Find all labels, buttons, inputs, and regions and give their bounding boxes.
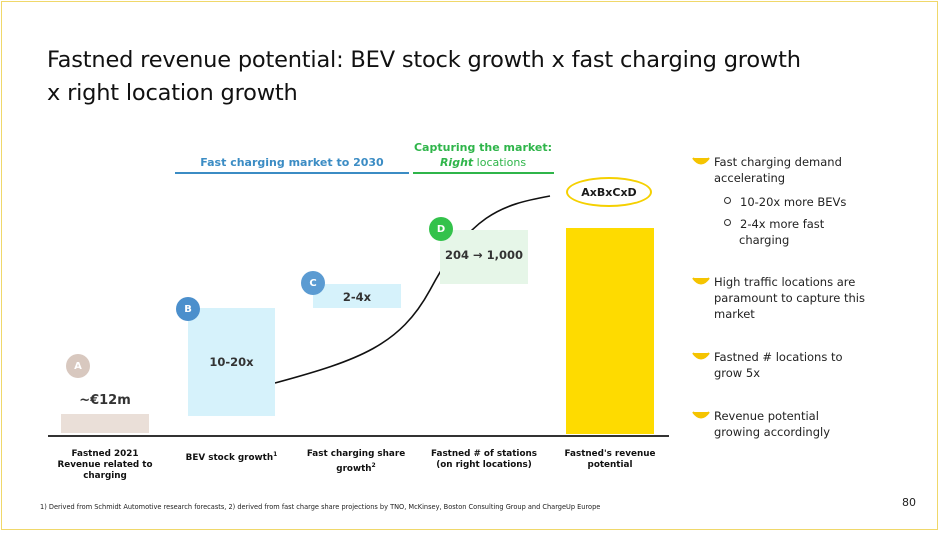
value-d: 204 → 1,000 xyxy=(444,248,524,262)
bar-b xyxy=(188,308,275,416)
footnote: 1) Derived from Schmidt Automotive resea… xyxy=(40,503,601,511)
xlabel-d: Fastned # of stations (on right location… xyxy=(431,449,537,470)
capture-header-line1: Capturing the market: xyxy=(413,141,552,154)
capture-header-rule xyxy=(413,172,554,174)
xlabel-c: Fast charging share growth2 xyxy=(306,449,406,474)
badge-b: B xyxy=(176,297,200,321)
bar-d xyxy=(440,230,528,284)
bullet-3-text: Fastned # locations to grow 5x xyxy=(714,350,843,380)
bar-a xyxy=(61,414,149,433)
value-a: ~€12m xyxy=(79,393,131,408)
bullet-1-sub-2: 2-4x more fast charging xyxy=(724,216,869,248)
market-header: Fast charging market to 2030 xyxy=(200,156,384,169)
xlabel-a: Fastned 2021 Revenue related to charging xyxy=(57,449,153,481)
smile-bullet-icon xyxy=(692,411,710,419)
value-e: AxBxCxD xyxy=(581,186,637,199)
badge-d: D xyxy=(429,217,453,241)
xlabel-e: Fastned's revenue potential xyxy=(564,449,656,470)
value-c: 2-4x xyxy=(342,290,372,304)
page-number: 80 xyxy=(902,496,916,509)
smile-bullet-icon xyxy=(692,277,710,285)
smile-bullet-icon xyxy=(692,352,710,360)
badge-c: C xyxy=(301,271,325,295)
smile-bullet-icon xyxy=(692,157,710,165)
value-b: 10-20x xyxy=(209,355,254,369)
market-header-rule xyxy=(175,172,409,174)
bullet-1-sub-1: 10-20x more BEVs xyxy=(724,194,846,210)
slide-title: Fastned revenue potential: BEV stock gro… xyxy=(47,47,801,106)
capture-header: Capturing the market: Right locations xyxy=(412,140,554,170)
bullet-2-text: High traffic locations are paramount to … xyxy=(714,275,865,321)
badge-a: A xyxy=(66,354,90,378)
x-axis xyxy=(48,435,669,437)
bullet-4-text: Revenue potential growing accordingly xyxy=(714,409,830,439)
capture-header-rest: locations xyxy=(473,156,527,169)
capture-header-right: Right xyxy=(439,156,474,169)
xlabel-b: BEV stock growth1 xyxy=(185,451,278,463)
bullet-1-text: Fast charging demand accelerating xyxy=(714,155,842,185)
bar-c xyxy=(313,284,401,308)
revenue-oval xyxy=(566,177,652,207)
bar-e xyxy=(566,228,654,434)
